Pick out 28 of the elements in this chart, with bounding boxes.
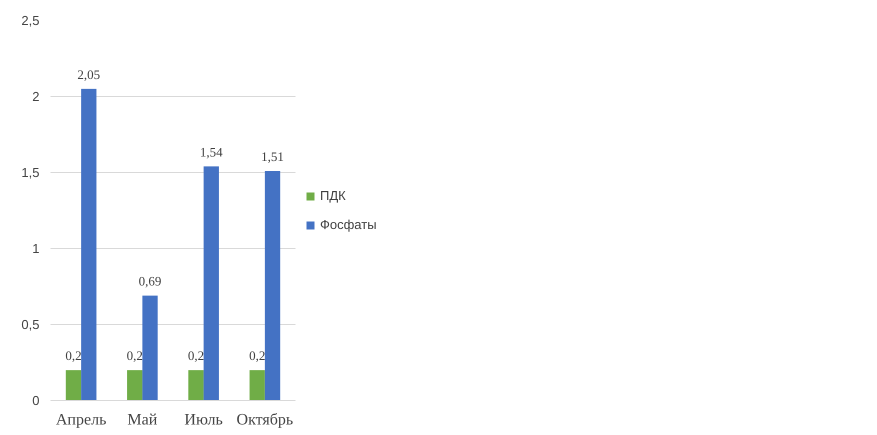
y-tick-label: 0 — [32, 393, 40, 408]
legend-label: Фосфаты — [320, 217, 377, 232]
bar — [264, 170, 280, 400]
y-tick-label: 0,5 — [21, 317, 40, 332]
y-tick-label: 2,5 — [21, 13, 40, 28]
bar — [66, 370, 82, 400]
bar — [127, 370, 142, 400]
data-label: 0,2 — [249, 348, 266, 364]
bar — [142, 296, 158, 400]
bar — [81, 88, 96, 400]
data-label: 1,51 — [261, 148, 284, 164]
x-tick-label: Июль — [184, 412, 223, 428]
data-label: 0,69 — [138, 274, 162, 289]
data-label: 2,05 — [77, 66, 100, 82]
data-label: 0,2 — [126, 348, 143, 364]
x-tick-label: Апрель — [56, 412, 106, 428]
bar — [204, 166, 219, 400]
data-label: 0,2 — [188, 348, 204, 364]
y-tick-label: 1 — [32, 241, 40, 256]
data-label: 1,54 — [200, 144, 224, 160]
legend-label: ПДК — [320, 188, 346, 203]
bar — [188, 370, 204, 400]
y-tick-label: 2 — [32, 89, 40, 104]
data-label: 0,2 — [65, 348, 82, 364]
x-tick-label: Май — [127, 412, 158, 428]
x-tick-label: Октябрь — [236, 412, 294, 428]
bar — [250, 370, 265, 400]
y-tick-label: 1,5 — [21, 165, 40, 180]
